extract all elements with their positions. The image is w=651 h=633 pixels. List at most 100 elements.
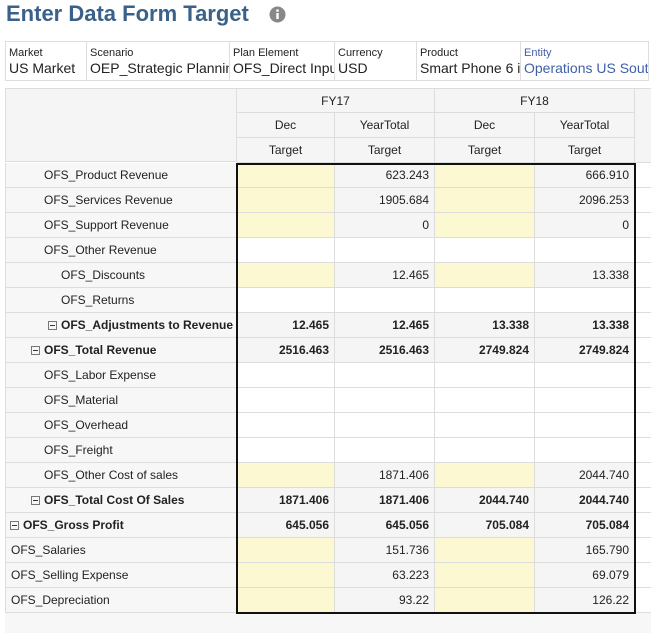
data-cell[interactable]: 165.790 (535, 538, 635, 563)
data-cell[interactable] (237, 263, 335, 288)
data-cell[interactable] (335, 238, 435, 263)
filler (635, 538, 651, 563)
data-cell[interactable] (237, 213, 335, 238)
row-label: OFS_Selling Expense (11, 568, 129, 582)
collapse-icon[interactable] (31, 346, 40, 355)
data-cell[interactable] (435, 163, 535, 188)
data-cell[interactable] (335, 413, 435, 438)
pov-item[interactable]: Scenario OEP_Strategic Planning (87, 41, 230, 81)
data-cell[interactable] (237, 238, 335, 263)
data-cell[interactable] (435, 213, 535, 238)
data-cell[interactable] (237, 413, 335, 438)
data-cell[interactable] (535, 363, 635, 388)
row-header: OFS_Labor Expense (5, 363, 237, 388)
data-cell[interactable]: 69.079 (535, 563, 635, 588)
pov-label: Currency (338, 47, 383, 59)
data-cell[interactable]: 12.465 (237, 313, 335, 338)
data-cell[interactable]: 13.338 (535, 263, 635, 288)
data-cell[interactable] (435, 438, 535, 463)
pov-item[interactable]: Market US Market (5, 41, 87, 81)
data-cell[interactable]: 666.910 (535, 163, 635, 188)
data-cell[interactable]: 0 (535, 213, 635, 238)
data-cell[interactable] (435, 288, 535, 313)
pov-item[interactable]: Entity Operations US South (521, 41, 649, 81)
data-cell[interactable] (237, 438, 335, 463)
data-cell[interactable]: 12.465 (335, 313, 435, 338)
data-cell[interactable] (237, 288, 335, 313)
data-cell[interactable]: 0 (335, 213, 435, 238)
collapse-icon[interactable] (31, 496, 40, 505)
data-cell[interactable] (535, 438, 635, 463)
collapse-icon[interactable] (10, 521, 19, 530)
data-cell[interactable]: 1905.684 (335, 188, 435, 213)
row-label: OFS_Freight (44, 443, 113, 457)
data-cell[interactable]: 623.243 (335, 163, 435, 188)
data-cell[interactable] (435, 538, 535, 563)
data-cell[interactable] (237, 588, 335, 613)
row-header: OFS_Depreciation (5, 588, 237, 613)
data-cell[interactable] (535, 388, 635, 413)
data-cell[interactable] (335, 438, 435, 463)
data-cell[interactable] (237, 363, 335, 388)
data-cell[interactable]: 2096.253 (535, 188, 635, 213)
row-header[interactable]: OFS_Total Revenue (5, 338, 237, 363)
data-cell[interactable]: 1871.406 (335, 488, 435, 513)
data-cell[interactable]: 2516.463 (237, 338, 335, 363)
data-cell[interactable] (535, 288, 635, 313)
info-icon[interactable] (269, 6, 286, 23)
data-cell[interactable] (335, 288, 435, 313)
data-cell[interactable] (435, 238, 535, 263)
data-cell[interactable] (237, 538, 335, 563)
form-title: Enter Data Form Target (6, 1, 249, 26)
data-cell[interactable] (435, 388, 535, 413)
row-header: OFS_Other Revenue (5, 238, 237, 263)
data-cell[interactable]: 705.084 (535, 513, 635, 538)
pov-item[interactable]: Currency USD (335, 41, 417, 81)
collapse-icon[interactable] (48, 321, 57, 330)
data-cell[interactable] (435, 363, 535, 388)
data-cell[interactable]: 2044.740 (535, 463, 635, 488)
row-header[interactable]: OFS_Gross Profit (5, 513, 237, 538)
data-cell[interactable] (335, 388, 435, 413)
data-cell[interactable]: 2749.824 (535, 338, 635, 363)
filler (635, 513, 651, 538)
scenario-header: Target (535, 138, 635, 163)
data-cell[interactable]: 645.056 (237, 513, 335, 538)
pov-item[interactable]: Plan Element OFS_Direct Input (230, 41, 335, 81)
row-header: OFS_Other Cost of sales (5, 463, 237, 488)
data-cell[interactable]: 2749.824 (435, 338, 535, 363)
data-cell[interactable] (435, 413, 535, 438)
scenario-header: Target (335, 138, 435, 163)
pov-item[interactable]: Product Smart Phone 6 in (417, 41, 521, 81)
data-cell[interactable] (237, 163, 335, 188)
row-header: OFS_Freight (5, 438, 237, 463)
data-cell[interactable] (237, 388, 335, 413)
data-cell[interactable] (435, 463, 535, 488)
data-cell[interactable] (435, 263, 535, 288)
data-cell[interactable]: 2044.740 (435, 488, 535, 513)
data-cell[interactable]: 645.056 (335, 513, 435, 538)
pov-value: OFS_Direct Input (233, 60, 335, 76)
row-header: OFS_Support Revenue (5, 213, 237, 238)
row-header[interactable]: OFS_Adjustments to Revenue (5, 313, 237, 338)
data-cell[interactable]: 2516.463 (335, 338, 435, 363)
data-cell[interactable]: 126.22 (535, 588, 635, 613)
data-cell[interactable] (237, 463, 335, 488)
data-cell[interactable]: 12.465 (335, 263, 435, 288)
data-cell[interactable]: 13.338 (435, 313, 535, 338)
data-cell[interactable]: 2044.740 (535, 488, 635, 513)
data-cell[interactable]: 151.736 (335, 538, 435, 563)
data-cell[interactable] (237, 563, 335, 588)
data-cell[interactable]: 63.223 (335, 563, 435, 588)
row-label: OFS_Overhead (44, 418, 129, 432)
pov-label: Scenario (90, 47, 134, 59)
data-cell[interactable] (435, 188, 535, 213)
data-cell[interactable] (335, 363, 435, 388)
row-label: OFS_Labor Expense (44, 368, 157, 382)
data-cell[interactable]: 705.084 (435, 513, 535, 538)
data-cell[interactable]: 1871.406 (335, 463, 435, 488)
data-cell[interactable] (237, 188, 335, 213)
data-cell[interactable] (435, 563, 535, 588)
row-header[interactable]: OFS_Total Cost Of Sales (5, 488, 237, 513)
data-cell[interactable]: 1871.406 (237, 488, 335, 513)
